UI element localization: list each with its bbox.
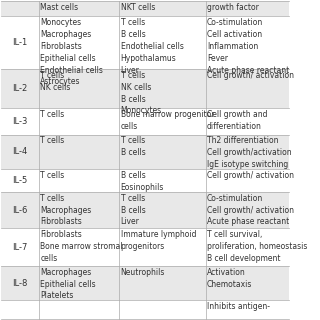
Bar <box>39 69 119 108</box>
Bar <box>119 108 205 135</box>
Text: T cells: T cells <box>40 110 64 119</box>
Text: Bone marrow progenitor
cells: Bone marrow progenitor cells <box>121 110 214 131</box>
Text: IL-8: IL-8 <box>12 279 28 288</box>
Text: Co-stimulation
Cell growth/ activation
Acute phase reactant: Co-stimulation Cell growth/ activation A… <box>207 194 294 226</box>
Bar <box>1 108 39 135</box>
Bar <box>39 192 119 228</box>
Text: Th2 differentiation
Cell growth/activation
IgE isotype switching: Th2 differentiation Cell growth/activati… <box>207 137 292 169</box>
Bar <box>119 17 205 69</box>
Text: NKT cells: NKT cells <box>121 3 155 12</box>
Bar <box>1 1 39 17</box>
Bar <box>39 108 119 135</box>
Bar <box>205 17 289 69</box>
Bar <box>1 300 39 319</box>
Text: T cells
B cells
Liver: T cells B cells Liver <box>121 194 146 226</box>
Text: Immature lymphoid
progenitors: Immature lymphoid progenitors <box>121 230 196 251</box>
Bar <box>1 228 39 266</box>
Bar <box>119 69 205 108</box>
Bar <box>39 17 119 69</box>
Text: Cell growth and
differentiation: Cell growth and differentiation <box>207 110 268 131</box>
Bar <box>119 300 205 319</box>
Bar <box>119 228 205 266</box>
Bar <box>1 169 39 192</box>
Bar <box>205 108 289 135</box>
Bar <box>205 300 289 319</box>
Bar <box>1 192 39 228</box>
Bar <box>205 192 289 228</box>
Text: T cells
Macrophages
Fibroblasts: T cells Macrophages Fibroblasts <box>40 194 92 226</box>
Text: T cells
B cells: T cells B cells <box>121 137 146 157</box>
Text: Inhibits antigen-: Inhibits antigen- <box>207 302 270 311</box>
Bar <box>39 169 119 192</box>
Bar <box>39 266 119 300</box>
Bar <box>205 135 289 169</box>
Text: Cell growth/ activation: Cell growth/ activation <box>207 71 294 80</box>
Text: B cells
Eosinophils: B cells Eosinophils <box>121 171 164 192</box>
Bar <box>1 17 39 69</box>
Text: IL-1: IL-1 <box>12 38 28 47</box>
Text: T cells
NK cells: T cells NK cells <box>40 71 71 92</box>
Bar <box>39 1 119 17</box>
Text: Activation
Chemotaxis: Activation Chemotaxis <box>207 268 252 289</box>
Bar <box>205 228 289 266</box>
Bar <box>205 69 289 108</box>
Text: T cells: T cells <box>40 171 64 180</box>
Bar <box>205 266 289 300</box>
Bar <box>1 69 39 108</box>
Bar <box>39 228 119 266</box>
Bar <box>39 135 119 169</box>
Text: IL-4: IL-4 <box>12 147 28 156</box>
Bar <box>119 192 205 228</box>
Bar <box>1 135 39 169</box>
Text: Cell growth/ activation: Cell growth/ activation <box>207 171 294 180</box>
Text: T cells: T cells <box>40 137 64 146</box>
Text: Monocytes
Macrophages
Fibroblasts
Epithelial cells
Endothelial cells
Astrocytes: Monocytes Macrophages Fibroblasts Epithe… <box>40 18 103 86</box>
Bar <box>119 1 205 17</box>
Text: Co-stimulation
Cell activation
Inflammation
Fever
Acute phase reactant: Co-stimulation Cell activation Inflammat… <box>207 18 289 75</box>
Bar <box>39 300 119 319</box>
Bar <box>205 169 289 192</box>
Text: IL-6: IL-6 <box>12 206 28 215</box>
Text: Mast cells: Mast cells <box>40 3 78 12</box>
Text: Macrophages
Epithelial cells
Platelets: Macrophages Epithelial cells Platelets <box>40 268 96 300</box>
Text: IL-3: IL-3 <box>12 117 28 126</box>
Bar <box>119 169 205 192</box>
Bar <box>1 266 39 300</box>
Text: T cells
B cells
Endothelial cells
Hypothalamus
Liver: T cells B cells Endothelial cells Hypoth… <box>121 18 184 75</box>
Text: T cell survival,
proliferation, homeostasis
B cell development: T cell survival, proliferation, homeosta… <box>207 230 307 263</box>
Text: IL-5: IL-5 <box>12 176 28 185</box>
Text: Neutrophils: Neutrophils <box>121 268 165 277</box>
Text: IL-7: IL-7 <box>12 243 28 252</box>
Text: growth factor: growth factor <box>207 3 259 12</box>
Text: Fibroblasts
Bone marrow stromal
cells: Fibroblasts Bone marrow stromal cells <box>40 230 123 263</box>
Text: T cells
NK cells
B cells
Monocytes: T cells NK cells B cells Monocytes <box>121 71 162 116</box>
Bar <box>119 266 205 300</box>
Bar <box>205 1 289 17</box>
Bar <box>119 135 205 169</box>
Text: IL-2: IL-2 <box>12 84 28 93</box>
